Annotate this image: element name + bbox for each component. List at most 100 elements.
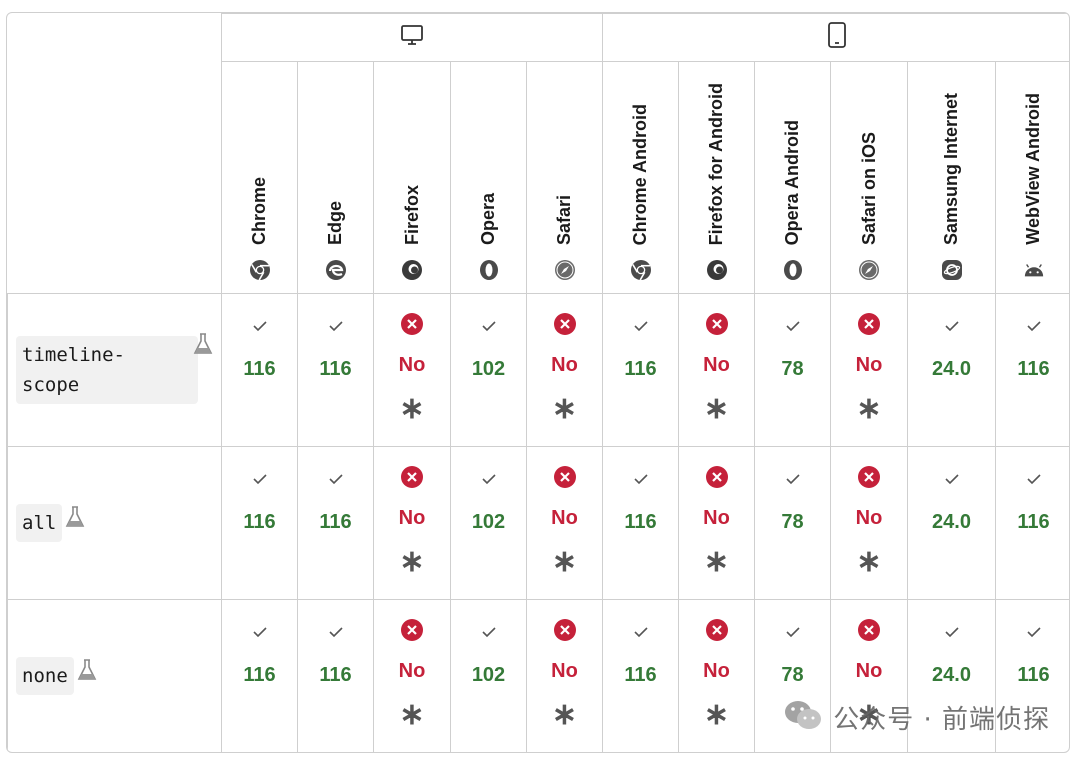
mobile-icon	[827, 22, 847, 53]
footnote-asterisk[interactable]: ∗	[399, 545, 425, 578]
feature-name-cell: timeline-scope	[7, 293, 222, 447]
support-version: 116	[319, 511, 352, 533]
footnote-asterisk[interactable]: ∗	[399, 698, 425, 731]
support-version: 116	[1017, 358, 1050, 380]
unsupported-icon	[400, 619, 424, 641]
footnote-asterisk[interactable]: ∗	[856, 698, 882, 731]
support-cell[interactable]: 116	[995, 446, 1069, 600]
unsupported-icon	[857, 619, 881, 641]
chrome-icon	[249, 259, 271, 281]
check-icon	[785, 316, 801, 336]
check-icon	[944, 469, 960, 489]
browser-header-safari-on-ios: Safari on iOS	[830, 61, 908, 294]
support-cell[interactable]: 116	[297, 599, 374, 752]
support-cell[interactable]: No ∗	[526, 446, 603, 600]
support-version: 116	[624, 664, 657, 686]
support-cell[interactable]: 78	[754, 599, 831, 752]
check-icon	[944, 316, 960, 336]
unsupported-icon	[553, 313, 577, 335]
support-cell[interactable]: No ∗	[678, 446, 755, 600]
wechat-icon	[783, 699, 823, 736]
footnote-asterisk[interactable]: ∗	[399, 392, 425, 425]
browser-header-samsung-internet: Samsung Internet	[907, 61, 996, 294]
support-cell[interactable]: 102	[450, 293, 527, 447]
support-cell[interactable]: 116	[297, 293, 374, 447]
support-cell[interactable]: 24.0	[907, 293, 996, 447]
support-cell[interactable]: No ∗	[678, 599, 755, 752]
support-cell[interactable]: 116	[297, 446, 374, 600]
support-cell[interactable]: 78	[754, 446, 831, 600]
support-cell[interactable]: No ∗	[526, 599, 603, 752]
unsupported-icon	[400, 313, 424, 335]
footnote-asterisk[interactable]: ∗	[703, 545, 730, 578]
browser-name: Opera	[478, 192, 498, 245]
support-cell[interactable]: 116	[221, 293, 298, 447]
support-cell[interactable]: No ∗	[678, 293, 755, 447]
support-cell[interactable]: No ∗	[526, 293, 603, 447]
corner-cell	[7, 13, 222, 294]
footnote-asterisk[interactable]: ∗	[551, 392, 578, 425]
support-cell[interactable]: No ∗	[830, 293, 908, 447]
feature-name-cell: none	[7, 599, 222, 752]
firefox-icon	[706, 259, 728, 281]
support-version: 24.0	[932, 664, 971, 686]
support-version: 102	[471, 358, 506, 380]
support-cell[interactable]: 116	[602, 446, 679, 600]
support-version: 24.0	[932, 511, 971, 533]
browser-header-chrome-android: Chrome Android	[602, 61, 679, 294]
unsupported-icon	[553, 619, 577, 641]
support-cell[interactable]: 102	[450, 599, 527, 752]
browser-name: Firefox for Android	[706, 82, 726, 245]
support-version: 116	[319, 358, 352, 380]
support-cell[interactable]: 24.0	[907, 446, 996, 600]
feature-code-link[interactable]: none	[16, 657, 74, 695]
support-version: 78	[781, 511, 804, 533]
support-version: 116	[243, 664, 276, 686]
footnote-asterisk[interactable]: ∗	[703, 392, 730, 425]
support-cell[interactable]: No ∗	[373, 293, 451, 447]
browser-compat-table: Chrome Edge Firefox Opera Safari Chrome Andro…	[7, 13, 1069, 752]
unsupported-icon	[553, 466, 577, 488]
support-version: No	[551, 507, 578, 529]
support-version: 116	[319, 664, 352, 686]
footnote-asterisk[interactable]: ∗	[551, 545, 578, 578]
support-cell[interactable]: 116	[602, 599, 679, 752]
check-icon	[252, 316, 268, 336]
check-icon	[481, 316, 497, 336]
feature-row: timeline-scope 116 116 No ∗ 102 No ∗ 116 No ∗ 78 No ∗…	[7, 293, 1069, 447]
support-cell[interactable]: 116	[221, 599, 298, 752]
feature-code-line: timeline-	[22, 344, 125, 366]
support-version: 116	[1017, 664, 1050, 686]
support-cell[interactable]: 116	[995, 599, 1069, 752]
footnote-asterisk[interactable]: ∗	[856, 545, 882, 578]
opera-icon	[782, 259, 804, 281]
support-version: No	[855, 660, 883, 682]
feature-code-line: all	[22, 512, 57, 534]
firefox-icon	[401, 259, 423, 281]
browser-header-firefox: Firefox	[373, 61, 451, 294]
feature-code-line: none	[22, 665, 68, 687]
chrome-icon	[630, 259, 652, 281]
browser-header-opera: Opera	[450, 61, 527, 294]
support-cell[interactable]: 116	[221, 446, 298, 600]
support-cell[interactable]: No ∗	[373, 599, 451, 752]
support-cell[interactable]: No ∗	[830, 599, 908, 752]
platform-desktop	[221, 13, 603, 62]
support-cell[interactable]: 78	[754, 293, 831, 447]
support-cell[interactable]: No ∗	[373, 446, 451, 600]
support-cell[interactable]: 116	[995, 293, 1069, 447]
support-version: 116	[624, 358, 657, 380]
support-cell[interactable]: 102	[450, 446, 527, 600]
feature-code-link[interactable]: timeline-scope	[16, 336, 198, 404]
footnote-asterisk[interactable]: ∗	[703, 698, 730, 731]
feature-code-link[interactable]: all	[16, 504, 63, 542]
footnote-asterisk[interactable]: ∗	[551, 698, 578, 731]
support-version: 102	[471, 664, 506, 686]
browser-header-chrome: Chrome	[221, 61, 298, 294]
check-icon	[481, 469, 497, 489]
footnote-asterisk[interactable]: ∗	[856, 392, 882, 425]
support-version: 102	[471, 511, 506, 533]
support-cell[interactable]: 116	[602, 293, 679, 447]
support-version: 116	[624, 511, 657, 533]
support-cell[interactable]: No ∗	[830, 446, 908, 600]
